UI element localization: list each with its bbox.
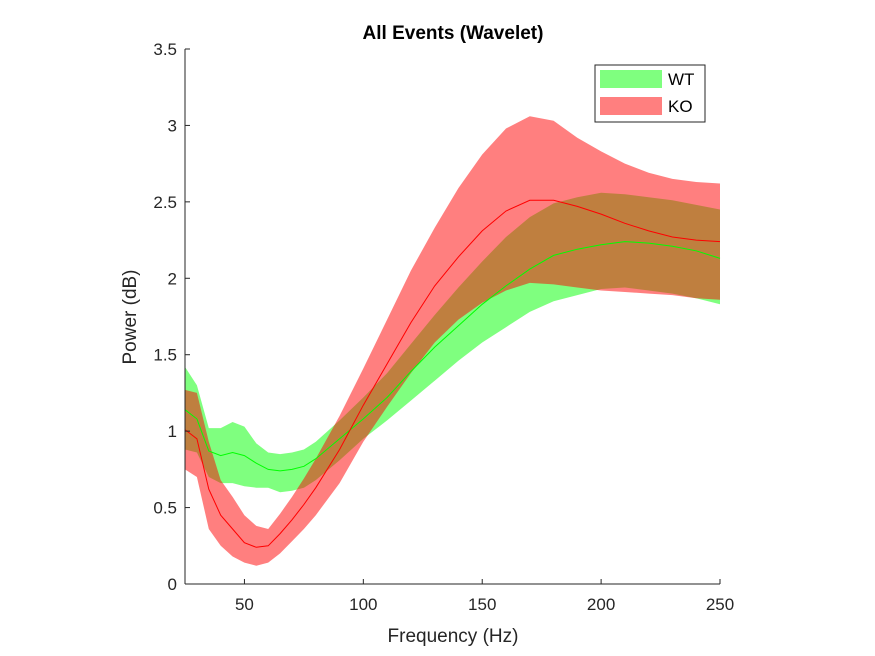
legend-swatch-ko [600,97,662,115]
x-tick-label: 100 [349,595,377,614]
y-tick-label: 0 [168,575,177,594]
y-tick-label: 2.5 [153,193,177,212]
confidence-bands [185,116,720,566]
y-tick-label: 3.5 [153,40,177,59]
mean-line-ko [184,199,721,548]
y-ticks: 0 0.5 1 1.5 2 2.5 3 3.5 [153,40,190,594]
legend: WT KO [594,64,706,123]
legend-label-wt: WT [668,70,694,89]
mean-line-wt [184,241,721,472]
chart-title: All Events (Wavelet) [363,23,544,44]
x-tick-label: 200 [587,595,615,614]
mean-lines [184,199,721,548]
band-ko [185,116,720,566]
y-axis-label: Power (dB) [120,269,141,364]
x-tick-label: 150 [468,595,496,614]
legend-label-ko: KO [668,97,693,116]
axes [184,49,720,585]
legend-swatch-wt [600,70,662,88]
y-tick-label: 1.5 [153,346,177,365]
y-tick-label: 0.5 [153,499,177,518]
y-tick-label: 1 [168,422,177,441]
y-tick-label: 3 [168,116,177,135]
x-tick-label: 250 [706,595,734,614]
x-ticks: 50 100 150 200 250 [235,579,734,614]
x-axis-label: Frequency (Hz) [388,626,519,647]
y-tick-label: 2 [168,269,177,288]
x-tick-label: 50 [235,595,254,614]
